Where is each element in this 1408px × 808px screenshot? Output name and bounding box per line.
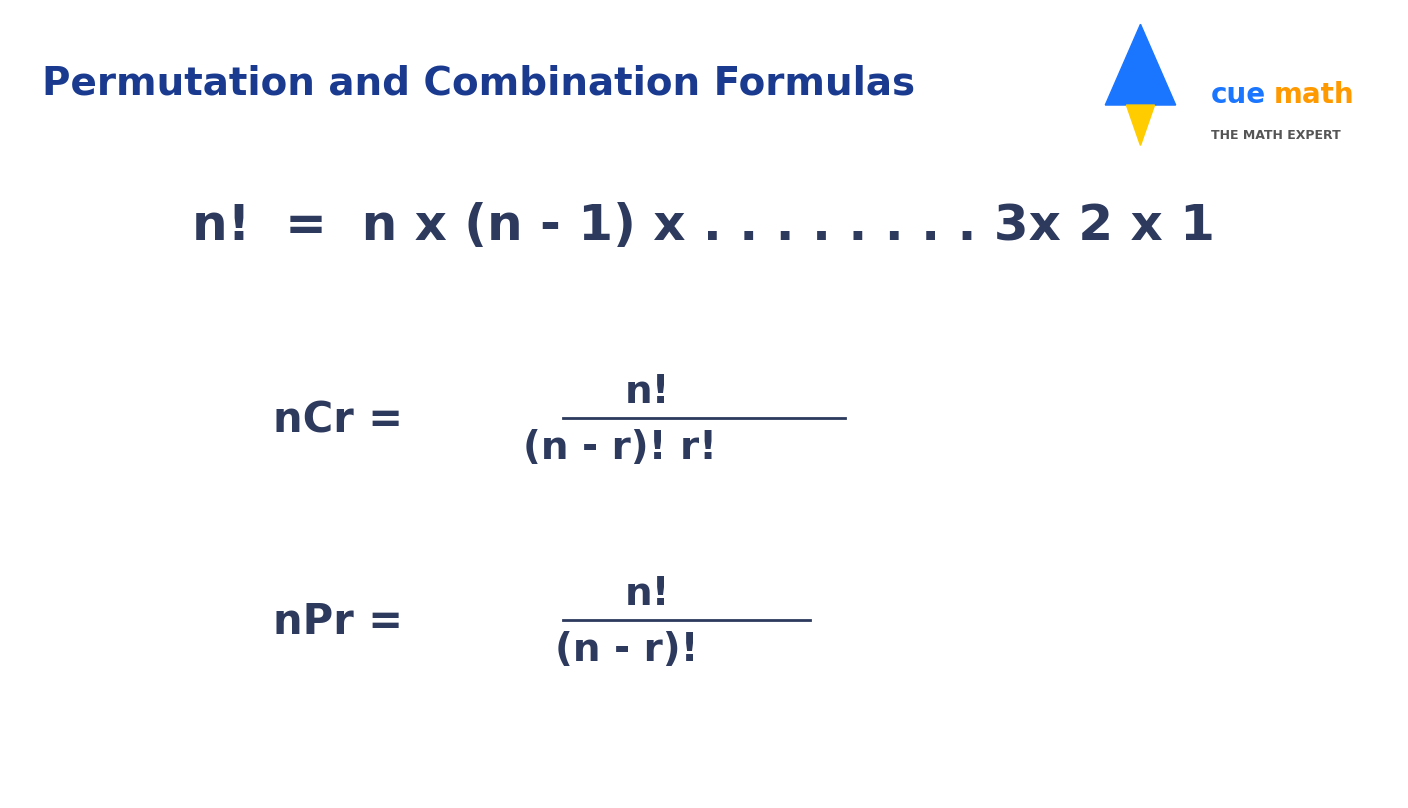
Text: (n - r)!: (n - r)! bbox=[555, 631, 698, 670]
Polygon shape bbox=[1126, 105, 1155, 145]
Text: Permutation and Combination Formulas: Permutation and Combination Formulas bbox=[42, 65, 915, 103]
Text: n!  =  n x (n - 1) x . . . . . . . . 3x 2 x 1: n! = n x (n - 1) x . . . . . . . . 3x 2 … bbox=[193, 202, 1215, 250]
Text: n!: n! bbox=[625, 372, 670, 411]
Text: nCr =: nCr = bbox=[273, 399, 403, 441]
Polygon shape bbox=[1105, 24, 1176, 105]
Text: (n - r)! r!: (n - r)! r! bbox=[522, 429, 717, 468]
Text: nPr =: nPr = bbox=[273, 601, 403, 643]
Text: n!: n! bbox=[625, 574, 670, 613]
Text: THE MATH EXPERT: THE MATH EXPERT bbox=[1211, 129, 1340, 142]
Text: cue: cue bbox=[1211, 81, 1266, 109]
Text: math: math bbox=[1274, 81, 1354, 109]
